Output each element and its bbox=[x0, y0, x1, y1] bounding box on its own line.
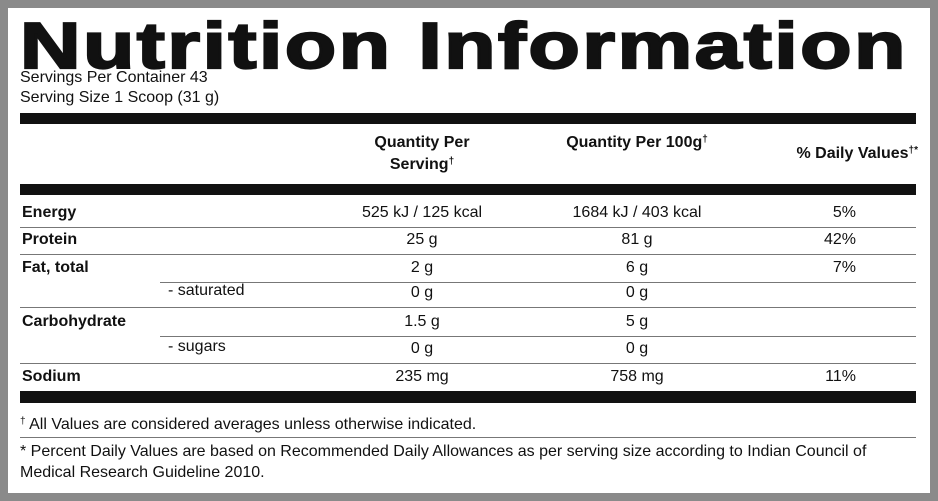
per100g-value: 6 g bbox=[625, 259, 649, 276]
daily-value: 5% bbox=[832, 204, 856, 221]
row-label: Carbohydrate bbox=[22, 313, 127, 330]
footnote: † All Values are considered averages unl… bbox=[20, 416, 477, 433]
serving-value: 25 g bbox=[406, 231, 438, 248]
servings: Servings Per Container 43 bbox=[20, 69, 208, 86]
title: Nutrition Information bbox=[19, 8, 908, 82]
per100g-value: 0 g bbox=[625, 340, 649, 357]
per100g-value: 5 g bbox=[625, 313, 649, 330]
divider bbox=[20, 391, 916, 403]
per100g-value: 1684 kJ / 403 kcal bbox=[572, 204, 702, 221]
row-label: Sodium bbox=[22, 368, 81, 385]
per100g-value: 758 mg bbox=[610, 368, 664, 385]
rule bbox=[20, 437, 916, 438]
per100g-value: 81 g bbox=[621, 231, 653, 248]
row-rule bbox=[20, 307, 916, 308]
serving-value: 525 kJ / 125 kcal bbox=[361, 204, 483, 221]
serving-value: 235 mg bbox=[395, 368, 449, 385]
serving-value: 2 g bbox=[410, 259, 434, 276]
column-header: Quantity Per 100g† bbox=[566, 134, 708, 151]
divider bbox=[20, 113, 916, 124]
divider bbox=[20, 184, 916, 195]
column-header: Quantity Per Serving† bbox=[374, 134, 470, 173]
row-rule bbox=[20, 363, 916, 364]
serving-value: 1.5 g bbox=[404, 313, 440, 330]
row-rule bbox=[20, 254, 916, 255]
row-sublabel: - sugars bbox=[168, 338, 226, 355]
column-header: % Daily Values†* bbox=[796, 145, 918, 162]
row-label: Fat, total bbox=[22, 259, 89, 276]
row-label: Protein bbox=[22, 231, 78, 248]
daily-value: 42% bbox=[823, 231, 856, 248]
row-label: Energy bbox=[22, 204, 77, 221]
row-rule bbox=[160, 336, 916, 337]
serving-size: Serving Size 1 Scoop (31 g) bbox=[20, 89, 220, 106]
serving-value: 0 g bbox=[410, 340, 434, 357]
footnote: * Percent Daily Values are based on Reco… bbox=[20, 443, 867, 481]
row-sublabel: - saturated bbox=[168, 282, 245, 299]
per100g-value: 0 g bbox=[625, 284, 649, 301]
row-rule bbox=[160, 282, 916, 283]
serving-value: 0 g bbox=[410, 284, 434, 301]
daily-value: 11% bbox=[825, 368, 856, 385]
row-rule bbox=[20, 227, 916, 228]
daily-value: 7% bbox=[832, 259, 856, 276]
